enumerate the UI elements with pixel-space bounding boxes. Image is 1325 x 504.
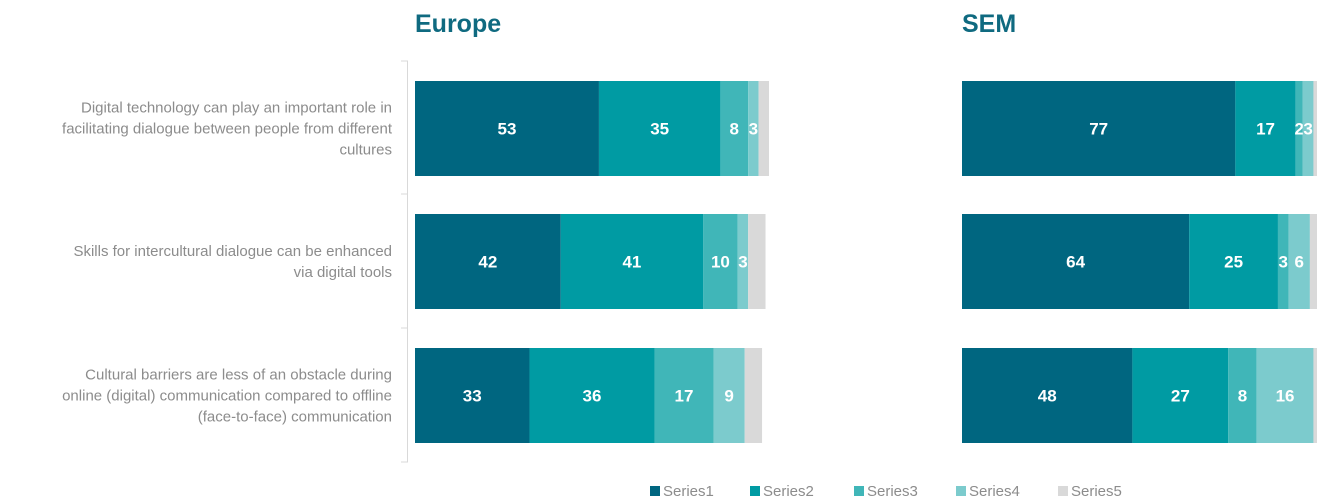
europe-data-label: 33 bbox=[463, 387, 482, 406]
europe-bar-series5 bbox=[758, 81, 769, 176]
category-label-line: Skills for intercultural dialogue can be… bbox=[73, 243, 392, 260]
legend-label-series4: Series4 bbox=[969, 483, 1020, 500]
sem-bar-series1 bbox=[962, 348, 1133, 443]
europe-data-label: 53 bbox=[498, 120, 517, 139]
category-label-line: facilitating dialogue between people fro… bbox=[62, 121, 393, 138]
category-label-line: cultures bbox=[339, 142, 392, 159]
europe-bar-series3 bbox=[720, 81, 749, 176]
category-axis bbox=[401, 60, 408, 463]
sem-data-label: 27 bbox=[1171, 387, 1190, 406]
sem-data-label: 64 bbox=[1066, 253, 1085, 272]
sem-data-label: 16 bbox=[1276, 387, 1295, 406]
legend-label-series3: Series3 bbox=[867, 483, 918, 500]
sem-bar-series2 bbox=[1189, 214, 1278, 309]
category-labels: Digital technology can play an important… bbox=[62, 100, 393, 426]
sem-bar-series4 bbox=[1288, 214, 1310, 309]
sem-panel-title: SEM bbox=[962, 10, 1016, 38]
europe-bar-series1 bbox=[415, 214, 561, 309]
europe-data-label: 3 bbox=[749, 120, 758, 139]
sem-data-label: 6 bbox=[1295, 253, 1304, 272]
legend: Series1 Series2 Series3 Series4 Series5 bbox=[650, 483, 1122, 500]
europe-data-label: 42 bbox=[478, 253, 497, 272]
sem-data-label: 3 bbox=[1303, 120, 1312, 139]
europe-bar-series4 bbox=[748, 81, 759, 176]
sem-bar-series3 bbox=[1228, 348, 1257, 443]
sem-bar-series5 bbox=[1309, 214, 1317, 309]
europe-data-label: 35 bbox=[650, 120, 669, 139]
sem-data-label: 48 bbox=[1038, 387, 1057, 406]
europe-bars: 53 35 8 342 41 10 333 36 17 9 bbox=[415, 81, 769, 443]
category-label-line: Cultural barriers are less of an obstacl… bbox=[85, 367, 392, 384]
sem-bar-series5 bbox=[1313, 348, 1317, 443]
europe-bar-series1 bbox=[415, 348, 530, 443]
europe-bar-series5 bbox=[744, 348, 763, 443]
category-label-line: online (digital) communication compared … bbox=[62, 388, 392, 405]
europe-data-label: 8 bbox=[730, 120, 739, 139]
europe-bar-series2 bbox=[598, 81, 721, 176]
sem-bar-series1 bbox=[962, 81, 1236, 176]
europe-bar-series4 bbox=[713, 348, 745, 443]
category-label-line: Digital technology can play an important… bbox=[81, 100, 392, 117]
sem-bar-series1 bbox=[962, 214, 1190, 309]
legend-label-series2: Series2 bbox=[763, 483, 814, 500]
sem-bar-series2 bbox=[1132, 348, 1229, 443]
sem-bar-series3 bbox=[1277, 214, 1289, 309]
sem-data-label: 8 bbox=[1238, 387, 1247, 406]
europe-bar-series5 bbox=[748, 214, 766, 309]
sem-bar-series3 bbox=[1295, 81, 1303, 176]
legend-swatch-series2 bbox=[750, 486, 760, 496]
sem-data-label: 25 bbox=[1224, 253, 1243, 272]
sem-data-label: 17 bbox=[1256, 120, 1275, 139]
europe-bar-series2 bbox=[529, 348, 655, 443]
category-label-line: via digital tools bbox=[294, 264, 392, 281]
europe-bar-series1 bbox=[415, 81, 599, 176]
europe-data-label: 41 bbox=[622, 253, 641, 272]
legend-swatch-series3 bbox=[854, 486, 864, 496]
europe-data-label: 17 bbox=[675, 387, 694, 406]
sem-data-label: 77 bbox=[1089, 120, 1108, 139]
sem-bar-series4 bbox=[1302, 81, 1314, 176]
sem-data-label: 3 bbox=[1279, 253, 1288, 272]
legend-swatch-series1 bbox=[650, 486, 660, 496]
europe-data-label: 9 bbox=[724, 387, 733, 406]
category-label: Cultural barriers are less of an obstacl… bbox=[62, 367, 392, 426]
europe-panel-title: Europe bbox=[415, 10, 501, 38]
europe-data-label: 10 bbox=[711, 253, 730, 272]
sem-bar-series2 bbox=[1235, 81, 1296, 176]
sem-bar-series4 bbox=[1256, 348, 1314, 443]
europe-data-label: 3 bbox=[738, 253, 747, 272]
sem-data-label: 2 bbox=[1295, 120, 1304, 139]
legend-label-series1: Series1 bbox=[663, 483, 714, 500]
sem-bar-series5 bbox=[1313, 81, 1317, 176]
legend-swatch-series5 bbox=[1058, 486, 1068, 496]
category-label-line: (face-to-face) communication bbox=[198, 409, 392, 426]
category-label: Skills for intercultural dialogue can be… bbox=[73, 243, 392, 281]
europe-bar-series2 bbox=[560, 214, 704, 309]
europe-bar-series3 bbox=[654, 348, 714, 443]
sem-bars: 77 17 2 364 25 3 648 27 8 16 bbox=[962, 81, 1317, 443]
europe-bar-series4 bbox=[737, 214, 749, 309]
legend-label-series5: Series5 bbox=[1071, 483, 1122, 500]
legend-swatch-series4 bbox=[956, 486, 966, 496]
category-label: Digital technology can play an important… bbox=[62, 100, 393, 159]
europe-data-label: 36 bbox=[583, 387, 602, 406]
europe-bar-series3 bbox=[703, 214, 738, 309]
